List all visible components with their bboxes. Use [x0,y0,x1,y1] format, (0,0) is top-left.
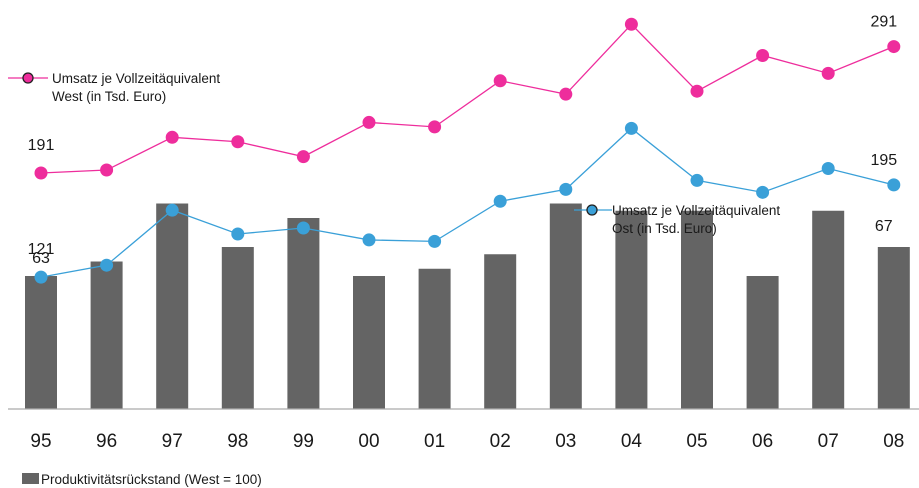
series-point [100,163,114,177]
series-point [362,233,376,247]
series-point [624,17,638,31]
data-label: 195 [870,152,897,169]
x-tick-label: 96 [96,431,117,452]
series-point [100,258,114,272]
series-point [34,166,48,180]
legend-west-marker [22,72,34,84]
x-axis-ticks: 95 96 97 98 99 00 01 02 03 04 05 06 07 08 [30,431,904,452]
bar [287,218,320,409]
series-point [34,270,48,284]
bar [90,261,123,409]
series-point [296,150,310,164]
x-tick-label: 03 [555,431,576,452]
bar [615,210,648,409]
bar [221,247,254,409]
series-point [821,162,835,176]
series-point [821,66,835,80]
series-point [493,74,507,88]
series-point [231,227,245,241]
x-tick-label: 98 [227,431,248,452]
legend-bars-swatch [22,473,39,484]
series-point [296,221,310,235]
data-label: 67 [875,218,893,235]
series-point [756,185,770,199]
data-label: 63 [32,250,50,267]
legend-ost: Umsatz je Vollzeitäquivalent Ost (in Tsd… [574,203,780,236]
bar [812,210,845,409]
series-point [362,115,376,129]
series-point [165,203,179,217]
x-tick-label: 95 [30,431,51,452]
series-point [231,135,245,149]
legend-west-text-2: West (in Tsd. Euro) [52,89,166,104]
legend-west: Umsatz je Vollzeitäquivalent West (in Ts… [8,71,220,104]
line-series [34,17,901,284]
legends: Umsatz je Vollzeitäquivalent West (in Ts… [8,71,780,487]
bar-series [25,203,910,409]
data-labels: 63 67 191 291 121 195 [28,14,898,267]
bar [681,210,713,409]
series-point [493,194,507,208]
x-tick-label: 99 [293,431,314,452]
series-point [756,49,770,63]
legend-bars: Produktivitätsrückstand (West = 100) [22,472,262,487]
series-point [428,234,442,248]
x-tick-label: 05 [686,431,707,452]
legend-ost-text-1: Umsatz je Vollzeitäquivalent [612,203,780,218]
bar [156,203,189,409]
series-point [624,121,638,135]
bar [484,254,517,409]
series-point [428,120,442,134]
bar [746,276,779,409]
series-point [887,40,901,54]
x-tick-label: 00 [358,431,379,452]
data-label: 191 [28,137,55,154]
x-tick-label: 08 [883,431,904,452]
series-point [887,178,901,192]
x-tick-label: 04 [621,431,643,452]
series-point [690,84,704,98]
bar [353,276,385,409]
x-tick-label: 02 [490,431,511,452]
legend-ost-text-2: Ost (in Tsd. Euro) [612,221,717,236]
x-tick-label: 07 [818,431,839,452]
bar [877,247,910,409]
series-point [559,182,573,196]
data-label: 291 [870,14,897,31]
series-point [165,130,179,144]
data-label: 121 [28,241,55,258]
legend-bars-text: Produktivitätsrückstand (West = 100) [41,472,262,487]
bar [25,276,57,409]
legend-ost-marker [586,204,598,216]
x-tick-label: 06 [752,431,773,452]
bar [549,203,582,409]
legend-west-text-1: Umsatz je Vollzeitäquivalent [52,71,220,86]
series-line [40,127,894,278]
series-line [40,23,895,174]
series-point [559,87,573,101]
bar [418,268,451,409]
x-tick-label: 01 [424,431,445,452]
series-point [690,173,704,187]
x-tick-label: 97 [162,431,183,452]
